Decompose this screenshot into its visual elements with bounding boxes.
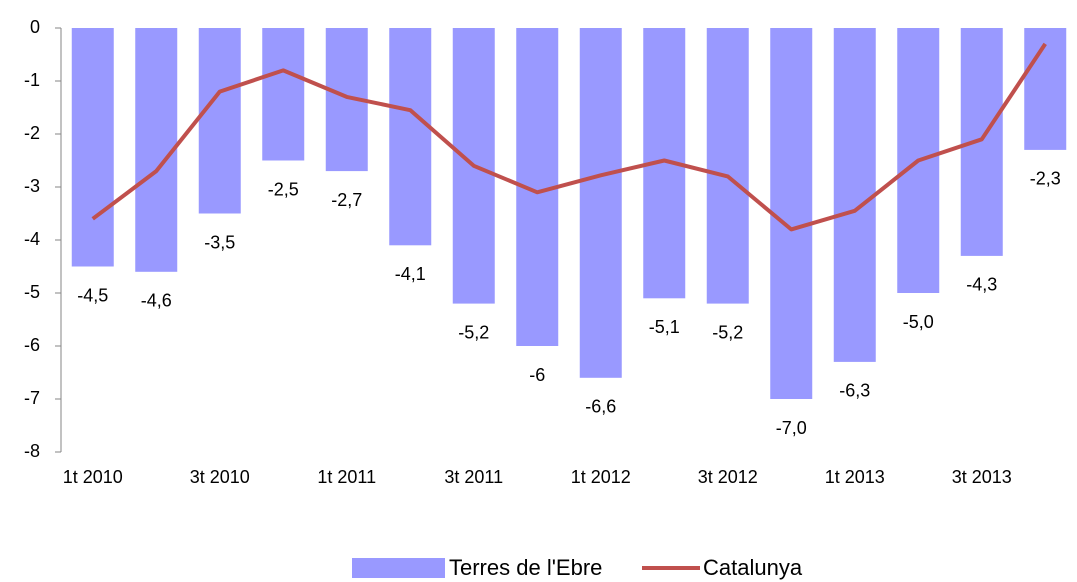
value-label: -2,3 — [1030, 169, 1061, 189]
x-tick-label: 1t 2010 — [63, 467, 123, 487]
value-label: -5,2 — [712, 322, 743, 342]
y-tick-label: -2 — [24, 123, 40, 143]
value-label: -4,6 — [141, 291, 172, 311]
value-label: -5,1 — [649, 317, 680, 337]
x-tick-label: 3t 2013 — [952, 467, 1012, 487]
bar — [389, 28, 432, 246]
bar — [579, 28, 622, 378]
value-label: -5,0 — [903, 312, 934, 332]
y-tick-label: -1 — [24, 70, 40, 90]
x-tick-label: 3t 2012 — [698, 467, 758, 487]
x-tick-label: 1t 2013 — [825, 467, 885, 487]
y-tick-label: -7 — [24, 388, 40, 408]
y-tick-label: -4 — [24, 229, 40, 249]
value-label: -6 — [529, 365, 545, 385]
bar — [135, 28, 178, 272]
legend-label: Terres de l'Ebre — [449, 555, 602, 580]
legend-swatch — [352, 558, 445, 578]
value-label: -4,5 — [77, 285, 108, 305]
line — [91, 42, 1047, 232]
bar — [71, 28, 114, 267]
bar — [960, 28, 1003, 256]
bar — [262, 28, 305, 161]
x-tick-label: 3t 2011 — [444, 467, 503, 487]
bar — [198, 28, 241, 214]
value-label: -5,2 — [458, 322, 489, 342]
bar — [1024, 28, 1067, 150]
value-label: -7,0 — [776, 418, 807, 438]
bar — [706, 28, 749, 304]
y-tick-label: -3 — [24, 176, 40, 196]
value-label: -6,3 — [839, 381, 870, 401]
bar — [770, 28, 813, 399]
x-tick-label: 3t 2010 — [190, 467, 250, 487]
value-label: -4,1 — [395, 264, 426, 284]
y-tick-label: -6 — [24, 335, 40, 355]
value-label: -2,5 — [268, 179, 299, 199]
value-label: -2,7 — [331, 190, 362, 210]
y-tick-label: -8 — [24, 441, 40, 461]
bar — [833, 28, 876, 362]
legend-label: Catalunya — [703, 555, 803, 580]
y-tick-label: 0 — [30, 17, 40, 37]
value-label: -6,6 — [585, 397, 616, 417]
value-label: -4,3 — [966, 275, 997, 295]
x-tick-label: 1t 2011 — [317, 467, 376, 487]
x-tick-label: 1t 2012 — [571, 467, 631, 487]
value-label: -3,5 — [204, 232, 235, 252]
y-tick-label: -5 — [24, 282, 40, 302]
